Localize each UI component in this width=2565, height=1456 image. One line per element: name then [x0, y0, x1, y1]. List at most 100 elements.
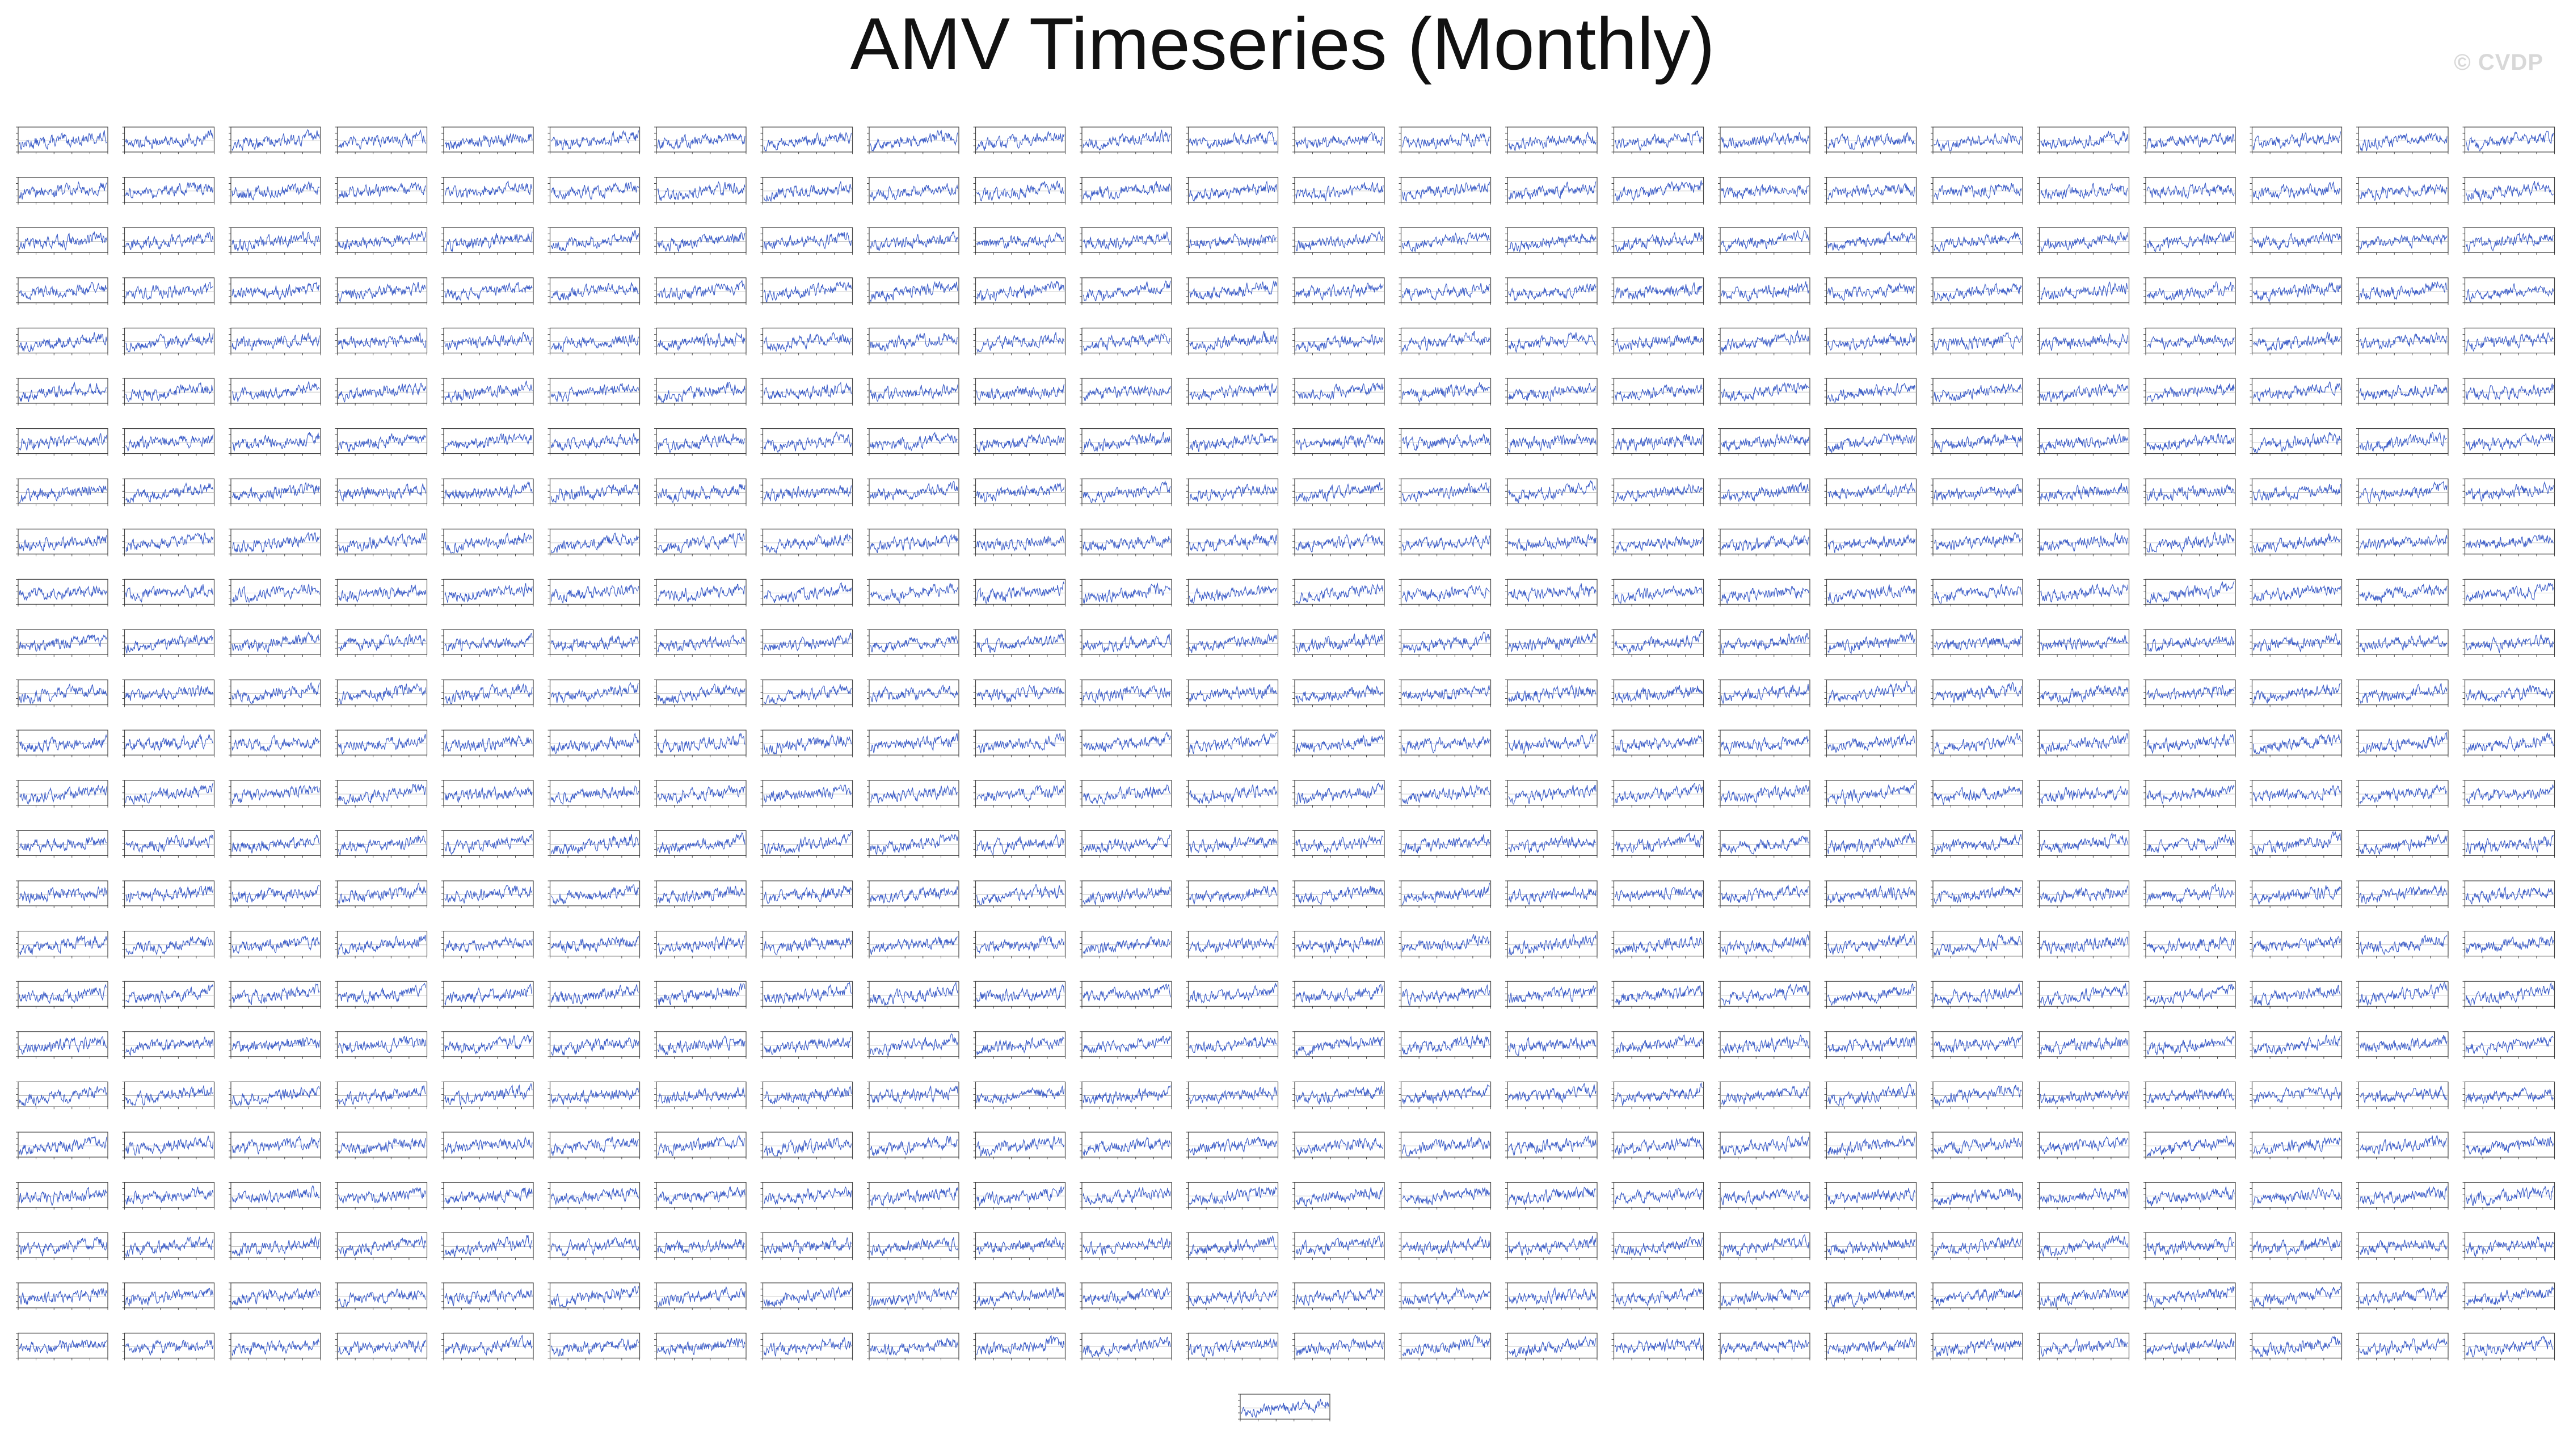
timeseries-panel	[867, 529, 959, 556]
timeseries-panel	[760, 729, 853, 758]
timeseries-panel	[1718, 327, 1810, 356]
series-line	[1934, 531, 2022, 551]
timeseries-panel	[1505, 529, 1598, 556]
timeseries-panel	[2037, 126, 2130, 154]
series-line	[125, 434, 214, 452]
series-line	[1401, 784, 1490, 805]
series-line	[976, 482, 1065, 503]
series-line	[1934, 635, 2022, 651]
timeseries-panel	[2356, 529, 2449, 556]
series-line	[1189, 433, 1278, 453]
series-line	[1827, 132, 1915, 150]
series-line	[1827, 282, 1915, 301]
series-line	[1508, 632, 1597, 653]
series-line	[1083, 181, 1171, 201]
timeseries-panel	[16, 679, 108, 707]
timeseries-panel	[1718, 478, 1810, 507]
timeseries-panel	[547, 327, 641, 356]
timeseries-panel	[1718, 679, 1810, 707]
panel-frame	[2464, 227, 2555, 253]
series-line	[550, 484, 639, 503]
series-line	[2466, 634, 2554, 654]
series-line	[444, 480, 533, 499]
timeseries-panel	[1399, 227, 1492, 255]
series-line	[1508, 132, 1597, 151]
timeseries-panel	[441, 579, 534, 607]
timeseries-panel	[1505, 579, 1598, 607]
timeseries-panel	[973, 277, 1066, 305]
timeseries-panel	[1080, 227, 1172, 255]
series-line	[2359, 234, 2448, 251]
panel-frame	[1187, 729, 1279, 756]
timeseries-panel	[229, 378, 321, 406]
panel-frame	[1507, 780, 1598, 806]
timeseries-panel	[2143, 729, 2236, 758]
series-line	[1721, 632, 1809, 655]
panel-frame	[2464, 579, 2555, 605]
panel-frame	[230, 729, 321, 756]
series-line	[1508, 283, 1597, 302]
timeseries-panel	[229, 780, 321, 808]
series-line	[976, 733, 1065, 754]
timeseries-panel	[122, 579, 215, 607]
timeseries-panel	[16, 227, 108, 255]
series-line	[1083, 582, 1171, 604]
panel-frame	[2038, 277, 2130, 303]
series-line	[657, 533, 746, 554]
panel-frame	[1294, 780, 1385, 806]
timeseries-panel	[1292, 227, 1385, 255]
timeseries-panel	[2037, 679, 2130, 707]
timeseries-panel	[335, 227, 428, 255]
series-line	[2252, 231, 2341, 250]
series-line	[338, 683, 427, 704]
timeseries-panel	[1505, 729, 1598, 758]
timeseries-panel	[2250, 478, 2343, 507]
series-line	[1934, 733, 2022, 754]
timeseries-panel	[1399, 579, 1492, 607]
panel-frame	[1507, 629, 1598, 655]
timeseries-panel	[1611, 177, 1704, 205]
panel-frame	[1400, 729, 1492, 756]
panel-frame	[18, 327, 108, 354]
timeseries-panel	[1824, 227, 1917, 255]
timeseries-panel	[2250, 579, 2343, 607]
panel-frame	[124, 277, 215, 303]
panel-frame	[762, 529, 853, 555]
series-line	[2252, 483, 2341, 501]
series-line	[2146, 635, 2235, 652]
panel-frame	[869, 327, 959, 354]
series-line	[19, 784, 107, 805]
series-line	[2252, 585, 2341, 602]
series-line	[1083, 129, 1171, 151]
timeseries-panel	[1718, 126, 1810, 154]
timeseries-panel	[973, 378, 1066, 406]
panel-frame	[18, 126, 108, 153]
timeseries-panel	[867, 327, 959, 356]
timeseries-panel	[1186, 729, 1279, 758]
series-line	[444, 683, 533, 704]
panel-frame	[1400, 126, 1492, 153]
panel-frame	[1613, 177, 1704, 203]
series-line	[1614, 685, 1703, 704]
panel-frame	[869, 177, 959, 203]
timeseries-panel	[2462, 277, 2555, 305]
series-line	[2146, 734, 2235, 754]
series-line	[2359, 132, 2448, 152]
series-line	[1508, 181, 1597, 201]
timeseries-panel	[335, 629, 428, 657]
series-line	[763, 132, 852, 151]
series-line	[19, 535, 107, 552]
timeseries-panel	[1824, 629, 1917, 657]
panel-frame	[975, 529, 1066, 555]
series-line	[1401, 535, 1490, 552]
timeseries-panel	[1399, 478, 1492, 507]
timeseries-panel	[2250, 428, 2343, 456]
series-line	[2465, 383, 2554, 400]
panel-frame	[975, 729, 1066, 756]
series-line	[1614, 335, 1703, 352]
panel-frame	[1507, 227, 1598, 253]
series-line	[550, 732, 639, 754]
timeseries-panel	[973, 428, 1066, 456]
timeseries-panel	[2462, 529, 2555, 556]
timeseries-panel	[2250, 378, 2343, 406]
